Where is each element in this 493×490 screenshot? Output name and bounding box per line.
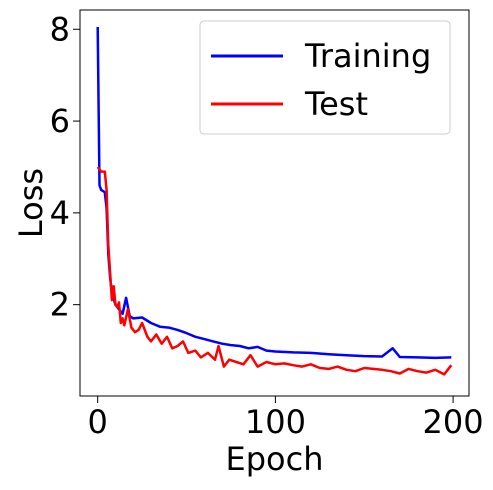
x-tick-label: 0 (88, 403, 108, 441)
y-tick-label: 8 (50, 10, 70, 48)
x-axis-label: Epoch (226, 440, 324, 478)
series-layer (96, 26, 453, 376)
plot-frame (79, 9, 470, 397)
y-tick-label: 4 (50, 194, 70, 232)
legend: Training Test (199, 20, 451, 135)
y-tick-label: 2 (50, 286, 70, 324)
y-axis-label: Loss (12, 168, 50, 238)
legend-label-test: Test (304, 85, 368, 123)
x-tick-label: 100 (245, 403, 306, 441)
y-tick-label: 6 (50, 102, 70, 140)
x-ticks: 0 100 200 (88, 396, 484, 441)
legend-label-training: Training (304, 37, 431, 75)
series-line-test (96, 166, 453, 376)
x-tick-label: 200 (423, 403, 484, 441)
legend-box (199, 20, 451, 135)
y-ticks: 2 4 6 8 (50, 10, 80, 324)
